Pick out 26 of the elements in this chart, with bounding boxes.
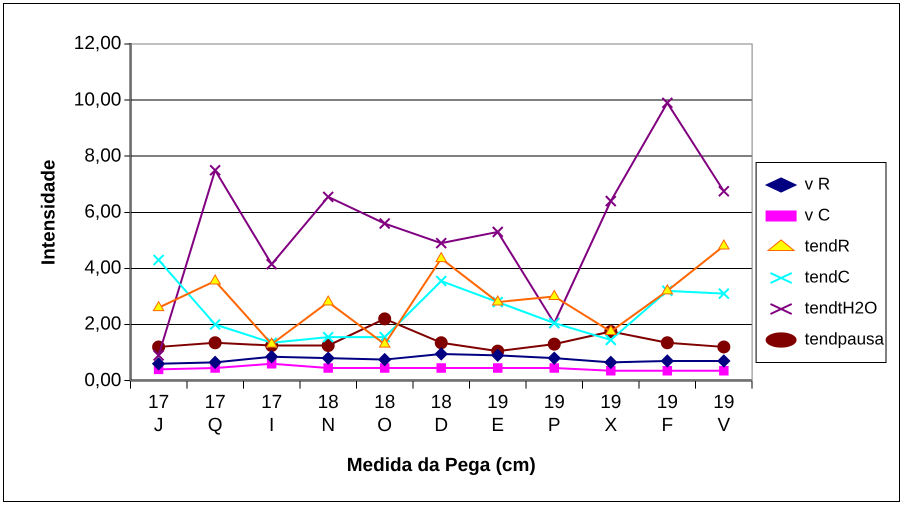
x-tick-label: 19 F (656, 392, 678, 436)
x-tick-label: 19 V (713, 392, 734, 436)
y-tick-label: 12,00 (74, 33, 122, 54)
x-tick-label: 17 I (261, 392, 282, 436)
legend-label: tendpausa (804, 330, 885, 349)
legend-label: tendtH2O (804, 298, 878, 318)
legend-label: v R (804, 174, 830, 194)
x-tick-label: 17 Q (204, 392, 226, 436)
x-tick-label: 19 P (544, 392, 565, 436)
y-tick-label: 2,00 (84, 314, 122, 335)
legend-label: tendC (804, 268, 850, 287)
legend-label: v C (804, 206, 830, 225)
x-tick-label: 19 E (487, 392, 508, 436)
x-tick-label: 18 O (374, 392, 396, 436)
y-tick-label: 10,00 (74, 89, 122, 110)
y-tick-label: 4,00 (84, 258, 122, 279)
x-tick-label: 18 D (430, 392, 452, 436)
x-axis-title: Medida da Pega (cm) (346, 454, 536, 476)
y-tick-label: 8,00 (84, 145, 122, 166)
y-tick-label: 0,00 (84, 370, 122, 391)
x-tick-label: 17 J (148, 392, 170, 436)
y-axis-title: Intensidade (38, 160, 60, 266)
y-tick-label: 6,00 (84, 202, 122, 223)
x-tick-label: 19 X (600, 392, 622, 436)
legend-label: tendR (804, 236, 850, 256)
x-tick-label: 18 N (318, 392, 339, 436)
